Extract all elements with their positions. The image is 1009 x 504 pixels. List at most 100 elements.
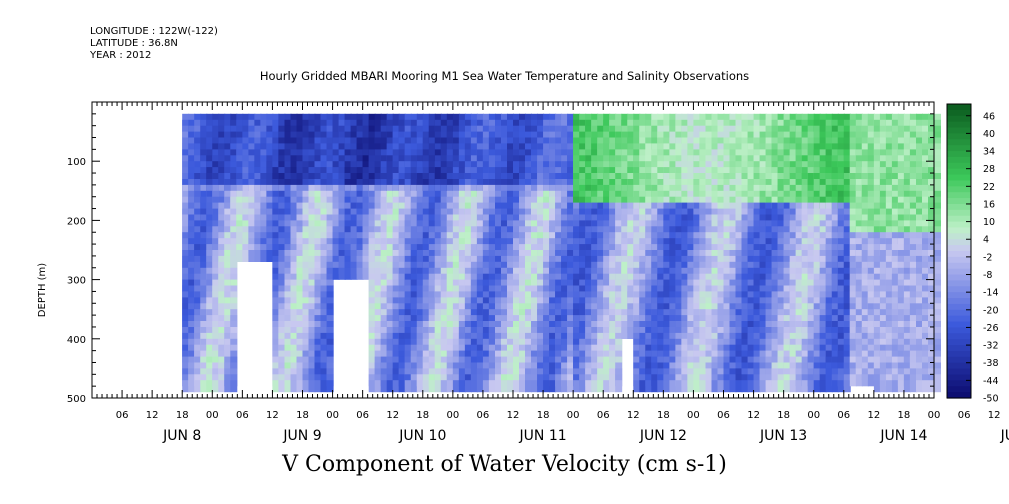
heat-cell [266,250,274,262]
heat-cell [753,380,761,393]
heatmap-field [182,113,941,393]
heat-cell [537,380,545,393]
heat-cell [194,380,202,393]
heat-cell [386,380,394,393]
heat-cell [549,380,557,393]
heat-cell [452,380,460,393]
heat-cell [723,380,731,393]
heat-cell [633,380,641,393]
heat-cell [434,380,442,393]
heat-cell [416,380,424,393]
heat-cell [284,380,292,393]
heat-cell [555,380,563,393]
heat-cell [699,380,707,393]
heat-cell [729,380,737,393]
heat-cell [777,380,785,393]
latitude-label: LATITUDE : 36.8N [90,38,178,49]
heat-cell [585,380,593,393]
heat-cell [765,380,773,393]
heat-cell [645,380,653,393]
heat-cell [639,380,647,393]
heat-cell [615,380,623,393]
heat-cell [591,380,599,393]
heat-cell [332,267,340,280]
heat-cell [705,380,713,393]
heat-cell [392,380,400,393]
heat-cell [573,380,581,393]
heat-cell [747,380,755,393]
heat-cell [242,250,250,262]
heat-cell [525,380,532,393]
heat-cell [182,380,190,393]
heat-cell [236,250,244,262]
heat-cell [488,380,496,393]
heat-cell [470,380,478,393]
heat-cell [254,250,262,262]
heat-cell [380,380,388,393]
heat-cell [410,380,418,393]
heat-cell [675,380,683,393]
heat-cell [861,374,869,387]
heat-cell [188,380,196,393]
heat-cell [669,380,677,393]
heat-cell [717,380,725,393]
year-label: YEAR : 2012 [90,50,152,61]
heat-cell [446,380,454,393]
heat-cell [398,380,406,393]
heat-cell [374,380,382,393]
x-axis-label: V Component of Water Velocity (cm s-1) [282,452,727,477]
heat-cell [651,380,659,393]
heat-cell [476,380,484,393]
heat-cell [513,380,520,393]
heat-cell [368,380,376,393]
heat-cell [362,267,370,280]
heat-cell [212,380,220,393]
heat-cell [531,380,538,393]
heat-cell [813,380,821,393]
heat-cell [206,380,214,393]
heat-cell [495,380,502,393]
heat-cell [404,380,412,393]
heat-cell [855,374,863,387]
heat-cell [356,267,364,280]
heat-cell [260,250,268,262]
heat-cell [843,380,851,393]
heat-cell [296,380,304,393]
heat-cell [338,267,346,280]
heat-cell [278,380,286,393]
heat-cell [681,380,689,393]
heat-cell [350,267,358,280]
heat-cell [735,380,743,393]
heat-cell [621,327,629,339]
heat-cell [561,380,569,393]
heat-cell [771,380,779,393]
heat-cell [597,380,605,393]
heat-cell [609,380,617,393]
heat-cell [344,267,352,280]
heat-cell [422,380,430,393]
heat-cell [849,374,857,387]
heat-cell [507,380,514,393]
heat-cell [272,380,280,393]
heat-cell [825,380,833,393]
heat-cell [320,380,328,393]
heat-cell [230,380,238,393]
heat-cell [795,380,803,393]
heat-cell [248,250,256,262]
heat-cell [807,380,815,393]
heat-cell [543,380,551,393]
longitude-label: LONGITUDE : 122W(-122) [90,26,218,37]
heat-cell [326,380,334,393]
heat-cell [837,380,845,393]
heat-cell [519,380,526,393]
heat-cell [567,380,575,393]
heat-cell [819,380,827,393]
heat-cell [627,327,635,339]
heat-cell [464,380,472,393]
heat-cell [657,380,665,393]
chart-title: Hourly Gridded MBARI Mooring M1 Sea Wate… [259,69,750,83]
heat-cell [200,380,208,393]
heat-cell [687,380,695,393]
heat-cell [458,380,466,393]
